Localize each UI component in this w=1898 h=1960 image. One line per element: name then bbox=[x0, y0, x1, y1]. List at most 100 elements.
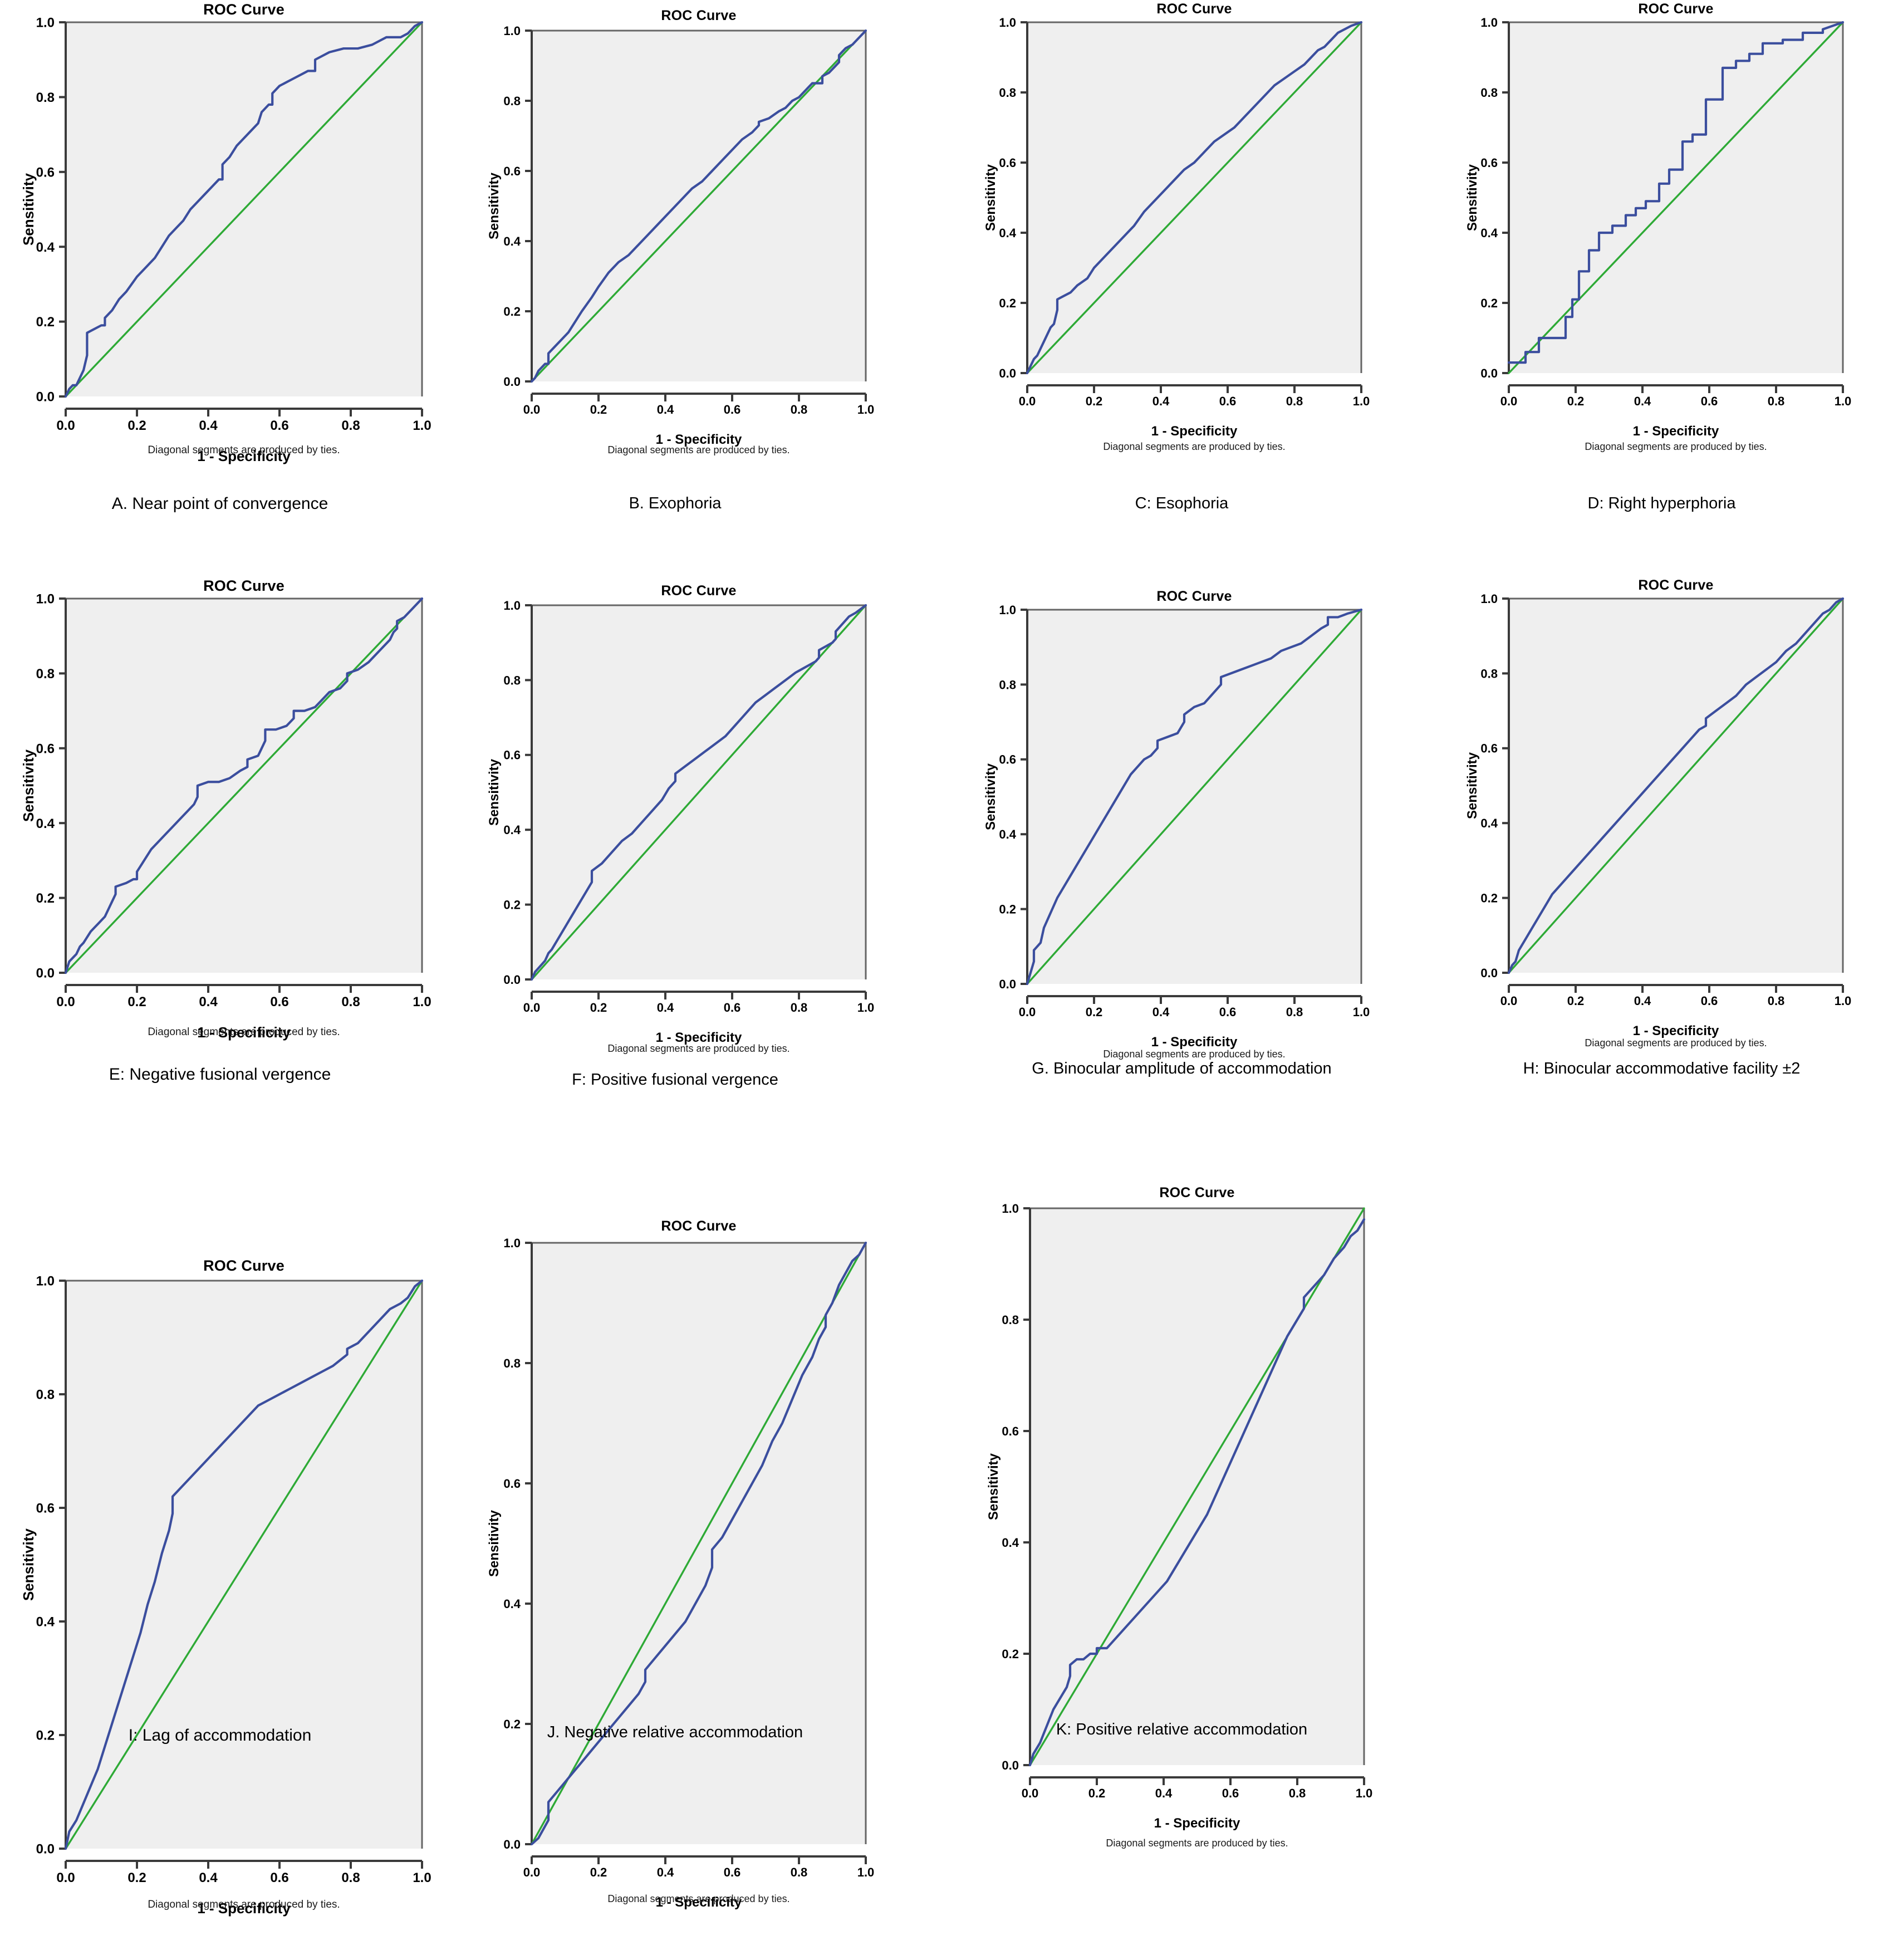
x-tick-label: 0.2 bbox=[590, 403, 607, 416]
panel-caption: G. Binocular amplitude of accommodation bbox=[1032, 1060, 1332, 1077]
x-axis-label: 1 - Specificity bbox=[656, 1030, 742, 1045]
y-tick-label: 0.4 bbox=[1480, 226, 1498, 240]
y-axis-label: Sensitivity bbox=[986, 1453, 1001, 1520]
roc-panel-a: ROC Curve 0.0 0.2 0.4 0.6 0.8 1.0 0.0 0.2 0.4 0.6 0… bbox=[0, 0, 440, 532]
x-axis-label: 1 - Specificity bbox=[197, 448, 291, 464]
x-tick-label: 1.0 bbox=[1835, 394, 1852, 408]
x-tick-label: 0.0 bbox=[1022, 1786, 1039, 1800]
y-tick-label: 0.2 bbox=[1002, 1647, 1019, 1661]
y-tick-label: 0.6 bbox=[36, 165, 55, 180]
x-tick-label: 0.6 bbox=[270, 418, 288, 433]
x-tick-label: 0.6 bbox=[724, 1001, 741, 1015]
x-tick-label: 0.4 bbox=[1155, 1786, 1173, 1800]
x-tick-label: 0.6 bbox=[270, 994, 288, 1010]
ties-footnote: Diagonal segments are produced by ties. bbox=[1106, 1837, 1288, 1849]
x-tick-label: 0.2 bbox=[1086, 1005, 1103, 1019]
y-tick-label: 1.0 bbox=[1002, 1202, 1019, 1216]
roc-plot-e: 0.0 0.2 0.4 0.6 0.8 1.0 0.0 0.2 0.4 0.6 0.8 1.0 1 - … bbox=[20, 592, 431, 1041]
x-tick-label: 0.0 bbox=[56, 418, 75, 433]
x-tick-label: 0.0 bbox=[56, 1870, 75, 1885]
roc-curve-line bbox=[64, 1279, 424, 1850]
y-tick-label: 0.0 bbox=[1480, 966, 1498, 980]
y-axis-label: Sensitivity bbox=[983, 164, 998, 231]
reference-diagonal-line bbox=[531, 604, 867, 981]
y-axis-label: Sensitivity bbox=[1465, 752, 1480, 819]
x-tick-label: 0.8 bbox=[341, 994, 360, 1010]
x-tick-label: 0.6 bbox=[1222, 1786, 1239, 1800]
x-tick-label: 0.4 bbox=[657, 1001, 674, 1015]
x-tick-label: 1.0 bbox=[413, 1870, 431, 1885]
roc-curve-line bbox=[1026, 21, 1363, 375]
y-axis-label: Sensitivity bbox=[20, 1528, 37, 1601]
y-tick-label: 0.6 bbox=[999, 156, 1016, 170]
y-tick-label: 0.8 bbox=[503, 673, 521, 687]
y-tick-label: 0.8 bbox=[1480, 667, 1498, 680]
x-tick-label: 0.6 bbox=[1701, 394, 1718, 408]
y-tick-label: 0.4 bbox=[999, 827, 1016, 841]
y-tick-label: 0.6 bbox=[36, 741, 55, 756]
roc-plot-d: 0.0 0.2 0.4 0.6 0.8 1.0 0.0 0.2 0.4 0.6 0.8 1.0 1 - … bbox=[1465, 16, 1852, 439]
reference-diagonal-line bbox=[65, 21, 423, 398]
x-tick-label: 0.2 bbox=[1088, 1786, 1106, 1800]
y-tick-label: 0.6 bbox=[999, 753, 1016, 767]
y-tick-label: 0.6 bbox=[503, 1477, 521, 1491]
x-tick-label: 0.4 bbox=[199, 994, 218, 1010]
y-tick-label: 0.0 bbox=[999, 977, 1016, 991]
y-tick-label: 0.4 bbox=[36, 816, 55, 831]
chart-title: ROC Curve bbox=[661, 8, 737, 23]
y-tick-label: 0.0 bbox=[1002, 1758, 1019, 1772]
roc-panel-e: ROC Curve 0.0 0.2 0.4 0.6 0.8 1.0 0.0 0.2 0.4 0.6 0… bbox=[0, 543, 440, 1097]
x-tick-label: 0.8 bbox=[1289, 1786, 1306, 1800]
panel-caption: E: Negative fusional vergence bbox=[109, 1065, 331, 1084]
panel-caption: K: Positive relative accommodation bbox=[1056, 1721, 1308, 1738]
x-tick-label: 0.8 bbox=[341, 1870, 360, 1885]
x-axis-label: 1 - Specificity bbox=[197, 1024, 291, 1041]
x-tick-label: 0.6 bbox=[724, 403, 741, 416]
y-tick-label: 0.2 bbox=[503, 305, 521, 318]
x-tick-label: 0.2 bbox=[590, 1001, 607, 1015]
panel-caption: B. Exophoria bbox=[629, 494, 722, 512]
roc-panel-i: ROC Curve 0.0 0.2 0.4 0.6 0.8 1.0 0.0 0.2 0.4 0.6 0… bbox=[0, 1119, 440, 1917]
y-tick-label: 0.6 bbox=[503, 164, 521, 178]
y-tick-label: 0.8 bbox=[999, 86, 1016, 100]
roc-panel-b: ROC Curve 0.0 0.2 0.4 0.6 0.8 1.0 0.0 0.2 0.4 0.6 0… bbox=[440, 0, 910, 532]
panel-caption: D: Right hyperphoria bbox=[1587, 494, 1736, 512]
y-tick-label: 0.2 bbox=[503, 1717, 521, 1731]
x-tick-label: 1.0 bbox=[1356, 1786, 1373, 1800]
x-tick-label: 0.0 bbox=[523, 1865, 541, 1879]
roc-figure-grid: ROC Curve 0.0 0.2 0.4 0.6 0.8 1.0 0.0 0.2 0.4 0.6 0… bbox=[0, 0, 1898, 1917]
y-tick-label: 0.4 bbox=[36, 240, 55, 255]
chart-title: ROC Curve bbox=[203, 1, 285, 18]
reference-diagonal-line bbox=[1508, 21, 1844, 374]
x-tick-label: 0.0 bbox=[1500, 994, 1518, 1008]
roc-curve-line bbox=[530, 29, 867, 383]
x-tick-label: 1.0 bbox=[857, 1001, 875, 1015]
ties-footnote: Diagonal segments are produced by ties. bbox=[148, 444, 340, 456]
chart-title: ROC Curve bbox=[661, 583, 737, 599]
y-tick-label: 0.0 bbox=[36, 390, 55, 405]
y-tick-label: 0.8 bbox=[36, 667, 55, 682]
y-axis-label: Sensitivity bbox=[487, 758, 502, 826]
x-tick-label: 0.8 bbox=[791, 403, 808, 416]
y-tick-label: 1.0 bbox=[503, 599, 521, 612]
roc-panel-h: ROC Curve 0.0 0.2 0.4 0.6 0.8 1.0 0.0 0.2 0.4 0.6 0… bbox=[1425, 543, 1898, 1097]
y-tick-label: 0.2 bbox=[36, 315, 55, 330]
chart-title: ROC Curve bbox=[1638, 1, 1714, 17]
roc-curve-line bbox=[64, 597, 424, 974]
y-tick-label: 0.2 bbox=[1480, 891, 1498, 905]
y-tick-label: 0.4 bbox=[1480, 816, 1498, 830]
y-tick-label: 0.6 bbox=[1002, 1424, 1019, 1438]
x-tick-label: 1.0 bbox=[857, 403, 875, 416]
panel-caption: F: Positive fusional vergence bbox=[572, 1071, 778, 1089]
chart-title: ROC Curve bbox=[661, 1218, 737, 1234]
y-tick-label: 0.4 bbox=[1002, 1536, 1019, 1550]
x-tick-label: 0.4 bbox=[1152, 394, 1170, 408]
roc-panel-j: ROC Curve 0.0 0.2 0.4 0.6 0.8 1.0 0.0 0.2 0.4 0.6 0… bbox=[440, 1119, 910, 1910]
ties-footnote: Diagonal segments are produced by ties. bbox=[1103, 441, 1286, 452]
x-tick-label: 0.6 bbox=[270, 1870, 288, 1885]
y-tick-label: 0.6 bbox=[503, 748, 521, 762]
ties-footnote: Diagonal segments are produced by ties. bbox=[607, 444, 790, 455]
roc-panel-g: ROC Curve 0.0 0.2 0.4 0.6 0.8 1.0 0.0 0.2 0.4 0.6 0… bbox=[946, 543, 1417, 1097]
x-tick-label: 0.2 bbox=[1567, 994, 1585, 1008]
ties-footnote: Diagonal segments are produced by ties. bbox=[1103, 1048, 1286, 1060]
